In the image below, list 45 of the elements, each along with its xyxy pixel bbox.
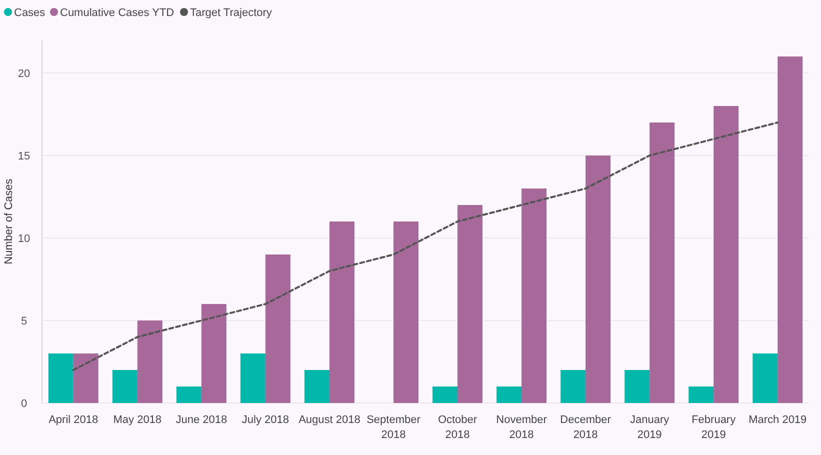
x-tick-label: February 2019 [692,414,736,441]
bar [650,122,675,403]
bar [48,354,74,403]
bar [137,320,162,403]
y-tick-label: 0 [20,398,28,410]
y-tick-label: 10 [18,232,30,245]
x-tick-label: April 2018 [48,414,98,426]
bar [304,370,330,403]
y-tick-label: 20 [18,68,30,80]
bar [752,354,778,403]
bar [73,354,98,403]
bar [432,386,458,403]
legend-label: Target Trajectory [190,7,272,19]
bar [393,222,418,403]
legend-label: Cumulative Cases YTD [60,7,174,19]
bar [265,254,290,403]
x-tick-label: December 2018 [560,414,612,441]
bar [560,370,586,403]
bar [458,205,482,403]
legend-label: Cases [14,7,46,19]
y-axis-title: Number of Cases [3,178,15,264]
x-tick-label: July 2018 [242,414,289,426]
x-tick-label: May 2018 [113,414,162,426]
bar [778,56,803,403]
bar [176,386,202,403]
bar [112,370,138,403]
bar [496,386,522,403]
x-tick-label: November 2018 [496,414,548,441]
bar [586,156,611,403]
y-tick-label: 15 [18,150,30,162]
bar [624,370,650,403]
x-tick-label: October 2018 [438,414,478,441]
bar [688,386,714,403]
bar [201,304,226,403]
bar [329,222,354,403]
bar [714,106,739,403]
x-tick-label: January 2019 [630,414,670,441]
bar [522,188,547,403]
x-tick-label: March 2019 [748,414,807,426]
bar [240,354,266,403]
y-tick-label: 5 [20,315,28,328]
line-series [72,122,779,371]
x-tick-label: September 2018 [366,414,421,441]
x-tick-label: June 2018 [176,414,228,426]
x-tick-label: August 2018 [298,414,360,426]
